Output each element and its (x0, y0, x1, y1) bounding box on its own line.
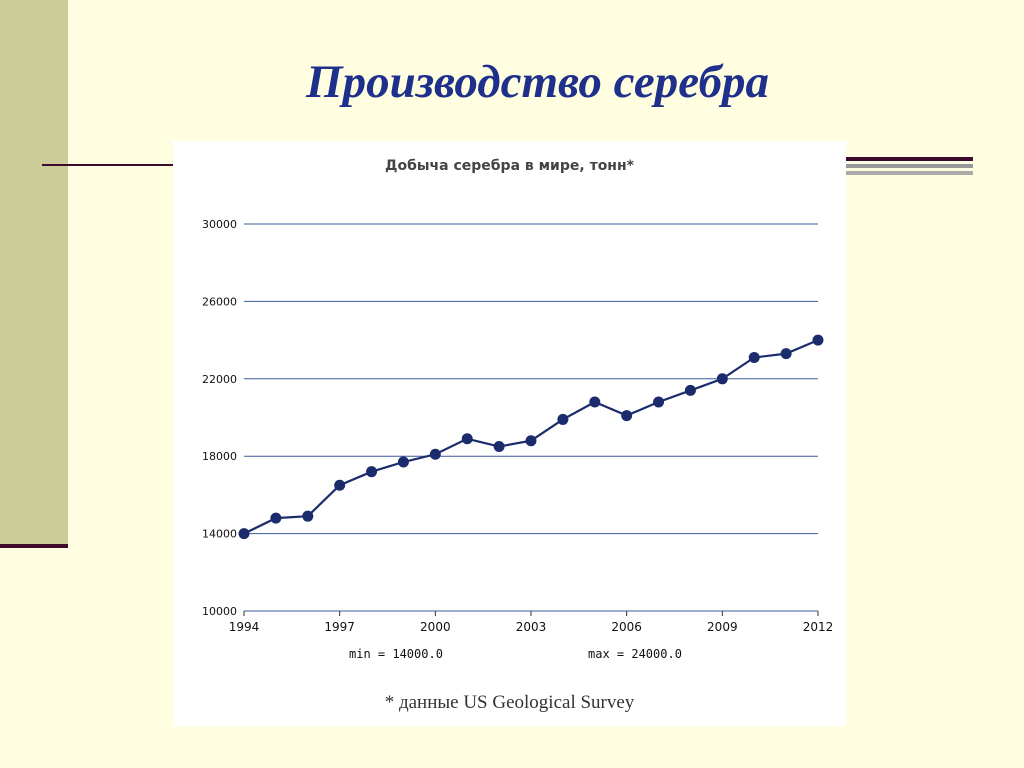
data-point (397, 456, 409, 468)
data-point (557, 413, 569, 425)
data-point (589, 396, 601, 408)
sidebar-underline (0, 544, 68, 548)
title-divider-left (42, 164, 177, 166)
chart-title: Добыча серебра в мире, тонн* (385, 158, 634, 174)
data-point (716, 373, 728, 385)
chart-footnote: * данные US Geological Survey (384, 692, 635, 713)
data-point (238, 528, 250, 540)
line-chart: 10000 14000 18000 22000 26000 30000 1994 1997 20… (202, 218, 834, 634)
data-point (812, 334, 824, 346)
data-point (429, 448, 441, 460)
x-tick-label: 2000 (420, 620, 451, 634)
data-point (302, 510, 314, 522)
x-tick-label: 2012 (803, 620, 834, 634)
x-tick-label: 2006 (611, 620, 642, 634)
data-point (493, 441, 505, 453)
data-point (684, 384, 696, 396)
sidebar-decoration (0, 0, 68, 545)
y-tick-label: 10000 (202, 605, 237, 618)
y-tick-label: 26000 (202, 295, 237, 308)
y-tick-label: 18000 (202, 450, 237, 463)
x-tick-label: 2009 (707, 620, 738, 634)
data-point (780, 348, 792, 360)
title-divider-right (845, 157, 973, 179)
data-point (461, 433, 473, 445)
data-point (653, 396, 665, 408)
data-point (334, 479, 346, 491)
data-point (748, 352, 760, 364)
y-tick-label: 14000 (202, 528, 237, 541)
chart-panel: Добыча серебра в мире, тонн* 10000 14000 1… (173, 141, 846, 726)
stat-max: max = 24000.0 (588, 647, 682, 661)
x-tick-label: 2003 (516, 620, 547, 634)
y-tick-label: 30000 (202, 218, 237, 231)
slide-title: Производство серебра (306, 56, 769, 108)
data-point (525, 435, 537, 447)
y-tick-label: 22000 (202, 373, 237, 386)
x-tick-label: 1997 (324, 620, 355, 634)
x-tick-label: 1994 (229, 620, 260, 634)
data-point (270, 512, 282, 524)
data-point (366, 466, 378, 478)
data-point (621, 410, 633, 422)
stat-min: min = 14000.0 (349, 647, 443, 661)
